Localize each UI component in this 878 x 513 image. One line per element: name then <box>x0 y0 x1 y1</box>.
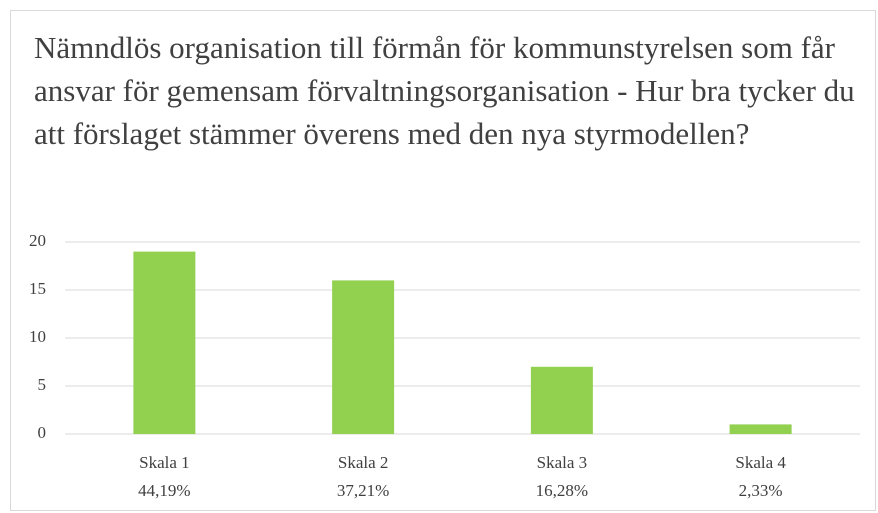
chart-border <box>10 10 876 511</box>
x-tick-share: 2,33% <box>739 481 783 500</box>
x-tick-share: 37,21% <box>337 481 389 500</box>
y-tick-label: 20 <box>29 231 46 250</box>
y-tick-label: 10 <box>29 327 46 346</box>
y-tick-label: 5 <box>38 375 47 394</box>
bar <box>133 251 196 434</box>
bar <box>332 280 395 434</box>
x-tick-label: Skala 4 <box>735 453 786 472</box>
y-tick-label: 0 <box>38 423 47 442</box>
chart-title: Nämndlös organisation till förmån för ko… <box>34 30 855 151</box>
y-tick-label: 15 <box>29 279 46 298</box>
bar <box>530 366 593 434</box>
x-tick-share: 44,19% <box>138 481 190 500</box>
x-tick-label: Skala 3 <box>537 453 588 472</box>
x-tick-label: Skala 1 <box>139 453 190 472</box>
x-tick-share: 16,28% <box>536 481 588 500</box>
x-tick-label: Skala 2 <box>338 453 389 472</box>
bar <box>729 424 792 434</box>
